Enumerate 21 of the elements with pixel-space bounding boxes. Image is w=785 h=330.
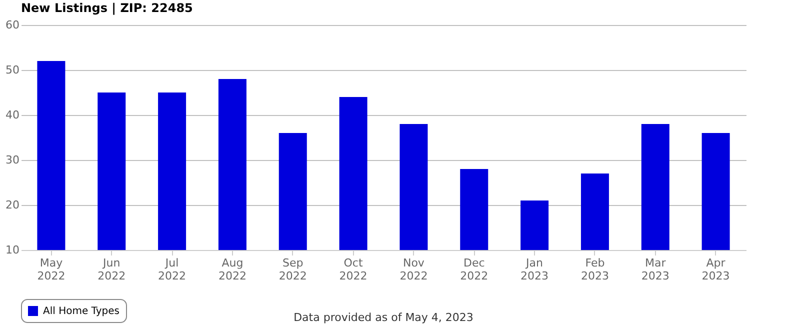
x-tick-label: Oct 2022 <box>339 256 368 282</box>
x-tick-label: Sep 2022 <box>278 256 307 282</box>
y-tick-label: 40 <box>6 108 20 122</box>
y-tick-label: 10 <box>6 244 20 256</box>
x-tick-label: Dec 2022 <box>460 256 488 282</box>
x-tick-label: Jun 2022 <box>98 256 126 282</box>
text: Data provided as of May 4, 2023 <box>294 311 474 324</box>
x-tick-label: Aug 2022 <box>218 256 246 282</box>
y-tick-label: 30 <box>6 154 20 166</box>
chart-title: New Listings | ZIP: 22485 <box>21 1 193 15</box>
x-tick-label: May 2022 <box>37 256 66 282</box>
y-tick-label: 50 <box>6 64 20 76</box>
x-tick-label: Mar 2023 <box>641 256 670 282</box>
x-tick-label: Jan 2023 <box>520 256 549 282</box>
y-tick-label: 20 <box>6 198 20 212</box>
x-tick-label: Feb 2023 <box>580 256 609 282</box>
x-tick-label: Jul 2022 <box>158 256 186 282</box>
legend-label: All Home Types <box>43 306 120 317</box>
y-tick-label: 60 <box>6 18 20 32</box>
x-tick-label: Nov 2022 <box>400 256 428 282</box>
x-tick-label: Apr 2023 <box>702 256 730 282</box>
